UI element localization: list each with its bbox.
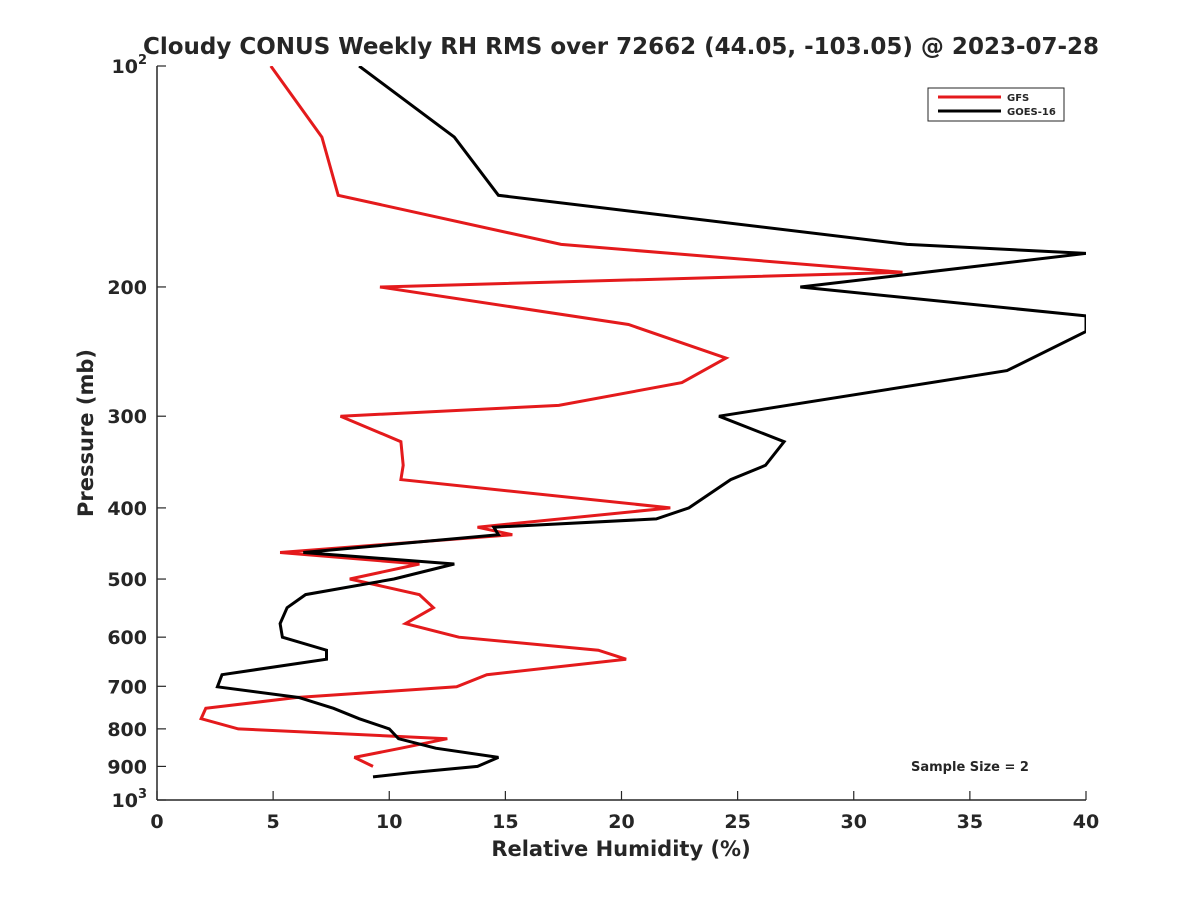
x-ticks: 0 5 10 15 20 25 30 35 40 xyxy=(150,791,1099,833)
y-tick-label: 800 xyxy=(107,719,147,741)
x-tick-label: 20 xyxy=(608,811,634,833)
sample-size-annotation: Sample Size = 2 xyxy=(911,760,1029,775)
legend-box xyxy=(927,87,1065,122)
legend: GFS GOES-16 xyxy=(927,87,1065,122)
x-tick-label: 25 xyxy=(724,811,750,833)
series-line-goes-16 xyxy=(215,66,1086,779)
chart-title: Cloudy CONUS Weekly RH RMS over 72662 (4… xyxy=(143,34,1099,60)
x-axis-label: Relative Humidity (%) xyxy=(491,837,750,861)
x-tick-label: 15 xyxy=(492,811,518,833)
y-tick-label: 900 xyxy=(107,756,147,778)
legend-label-gfs: GFS xyxy=(1007,93,1029,104)
y-axis-label: Pressure (mb) xyxy=(74,349,98,517)
y-ticks: 102 200 300 400 500 600 700 800 900 103 xyxy=(107,53,166,812)
series-line-gfs xyxy=(199,66,903,768)
x-tick-label: 0 xyxy=(150,811,163,833)
x-tick-label: 10 xyxy=(376,811,402,833)
y-tick-label: 300 xyxy=(107,406,147,428)
x-tick-label: 40 xyxy=(1073,811,1099,833)
y-tick-label: 600 xyxy=(107,627,147,649)
y-tick-label: 400 xyxy=(107,498,147,520)
y-tick-label: 103 xyxy=(112,787,148,812)
y-tick-label: 700 xyxy=(107,676,147,698)
legend-label-goes-16: GOES-16 xyxy=(1007,107,1056,118)
y-tick-label: 200 xyxy=(107,277,147,299)
x-tick-label: 30 xyxy=(841,811,867,833)
y-tick-label: 500 xyxy=(107,569,147,591)
series-layer xyxy=(199,66,1086,779)
x-tick-label: 35 xyxy=(957,811,983,833)
x-tick-label: 5 xyxy=(267,811,280,833)
y-tick-label: 102 xyxy=(112,53,148,78)
